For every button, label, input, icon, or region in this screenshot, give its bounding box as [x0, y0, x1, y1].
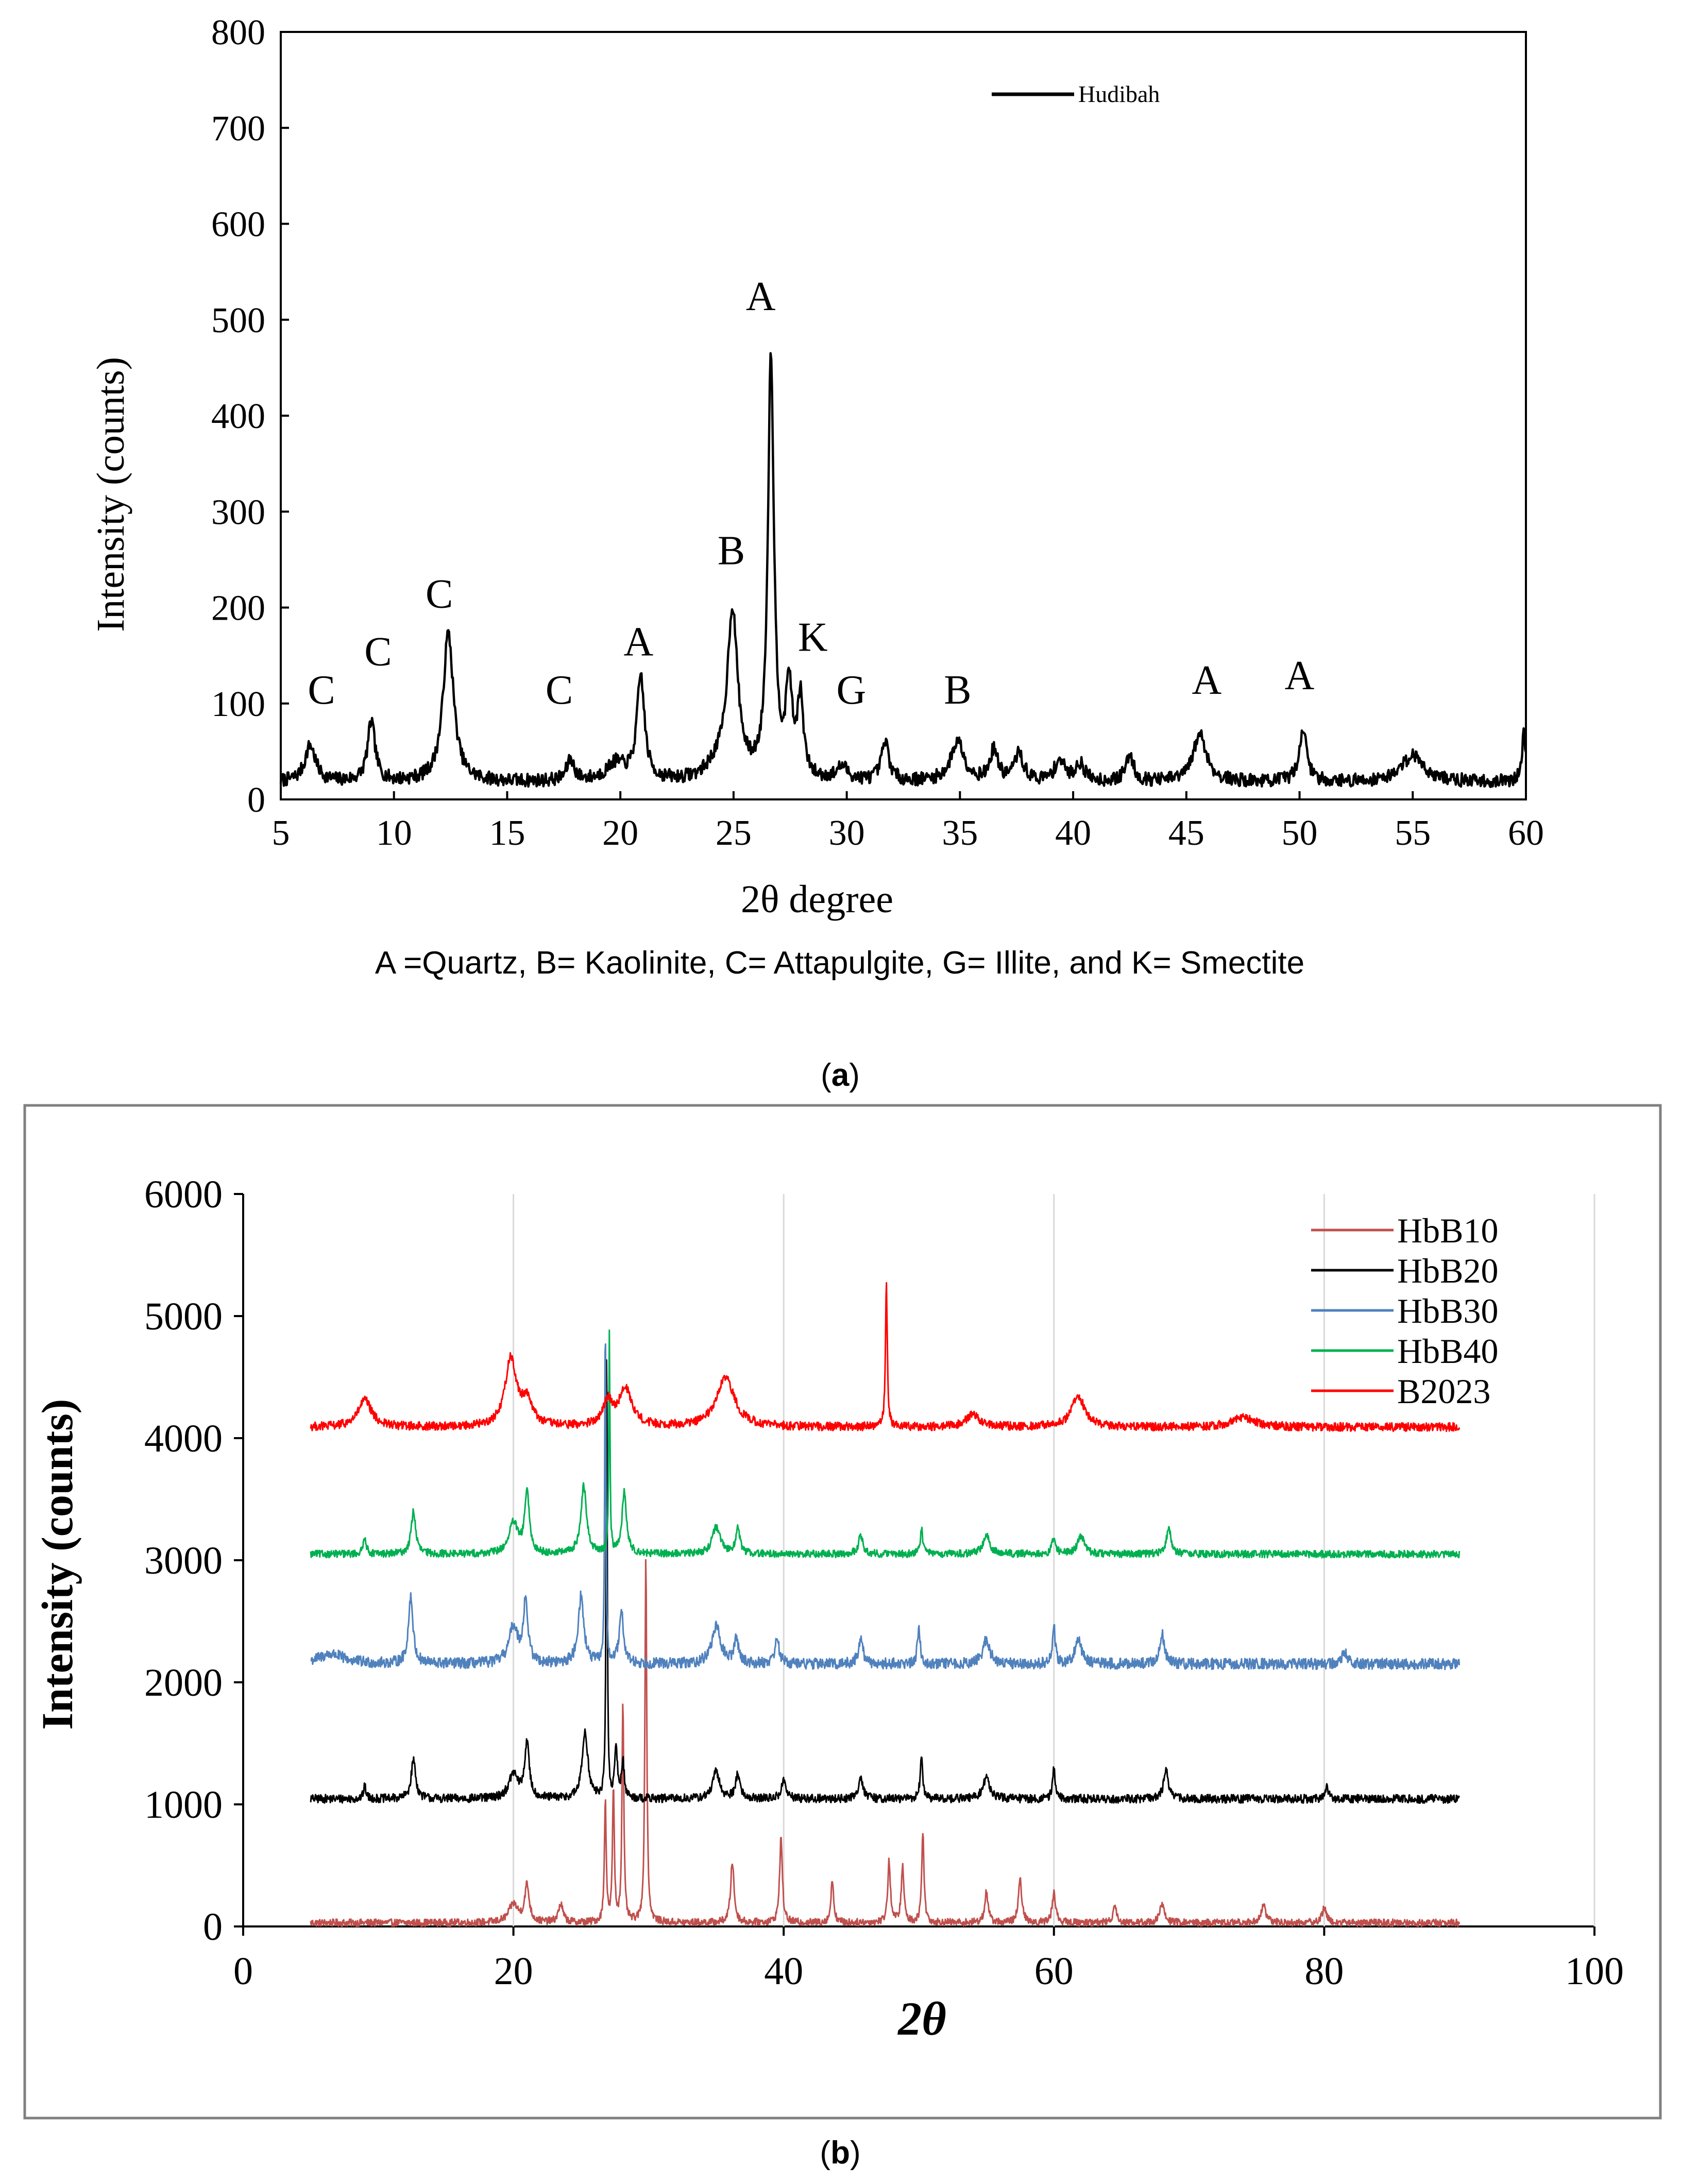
panel-a-ytick-label: 700	[211, 109, 265, 148]
panel-b-xtick-label: 60	[1034, 1950, 1074, 1993]
peak-annotation: C	[546, 668, 573, 713]
panel-a-xtick-label: 5	[272, 813, 290, 853]
peak-annotation: C	[426, 572, 453, 617]
panel-b-ytick-label: 0	[203, 1905, 223, 1949]
panel-b-ytick-label: 3000	[144, 1539, 223, 1582]
legend-label-hbb10: HbB10	[1397, 1211, 1498, 1250]
series-line-b2023	[310, 1282, 1461, 1432]
panel-a-xtick-label: 55	[1395, 813, 1431, 853]
panel-a-ytick-label: 400	[211, 397, 265, 436]
legend-label-hbb20: HbB20	[1397, 1251, 1498, 1290]
series-line-hbb30	[310, 1343, 1461, 1670]
legend-label-b2023: B2023	[1397, 1372, 1490, 1411]
panel-a-axes	[280, 31, 1527, 800]
peak-annotation: C	[364, 629, 392, 674]
panel-a-ticks: 5 10 15 20 25 30 35 40 45 50 55 6001002003004005006…	[211, 13, 1544, 853]
panel-b-xlabel: 2θ	[897, 1992, 946, 2045]
peak-annotation: A	[1285, 653, 1315, 698]
panel-b-axes	[242, 1194, 1595, 1927]
panel-b-ytick-label: 6000	[144, 1173, 223, 1216]
peak-annotation: B	[718, 528, 745, 574]
panel-b-frame	[23, 1104, 1662, 2120]
panel-b-xtick-label: 80	[1304, 1950, 1344, 1993]
peak-annotation: A	[746, 274, 776, 319]
panel-a-xlabel: 2θ degree	[741, 878, 893, 921]
panel-a-ytick-label: 500	[211, 301, 265, 340]
panel-b-label: (b)	[820, 2135, 860, 2171]
panel-b-ytick-label: 5000	[144, 1295, 223, 1338]
series-line-hbb20	[310, 1359, 1461, 1804]
panel-a-label: (a)	[821, 1057, 860, 1093]
series-line-hbb40	[310, 1329, 1461, 1559]
series-line-hbb10	[310, 1559, 1461, 1927]
panel-a-xtick-label: 25	[716, 813, 752, 853]
panel-a-xtick-label: 35	[942, 813, 978, 853]
panel-a: 5 10 15 20 25 30 35 40 45 50 55 6001002003004005006…	[89, 13, 1544, 1093]
panel-a-plot-frame	[280, 31, 1527, 800]
panel-a-xtick-label: 15	[489, 813, 525, 853]
panel-a-xtick-label: 40	[1055, 813, 1091, 853]
series-line-hudibah	[279, 352, 1527, 789]
peak-annotation: C	[308, 668, 335, 713]
panel-a-ytick-label: 200	[211, 589, 265, 628]
panel-a-ytick-label: 800	[211, 13, 265, 53]
panel-a-legend: Hudibah	[992, 81, 1160, 107]
panel-a-xtick-label: 45	[1168, 813, 1204, 853]
panel-a-xtick-label: 10	[376, 813, 412, 853]
peak-annotation: B	[944, 668, 971, 713]
panel-a-series	[279, 352, 1527, 789]
panel-a-xtick-label: 20	[602, 813, 638, 853]
panel-b-xtick-label: 0	[233, 1950, 253, 1993]
panel-a-caption-note: A =Quartz, B= Kaolinite, C= Attapulgite,…	[375, 945, 1304, 981]
panel-a-xtick-label: 50	[1282, 813, 1318, 853]
panel-a-ytick-label: 300	[211, 492, 265, 532]
peak-annotation: G	[837, 668, 867, 713]
peak-annotation: A	[1192, 658, 1221, 703]
legend-label-hbb40: HbB40	[1397, 1332, 1498, 1371]
panel-b-xtick-label: 100	[1565, 1950, 1624, 1993]
panel-b-series	[310, 1282, 1461, 1927]
legend-label-hbb30: HbB30	[1397, 1291, 1498, 1330]
panel-b-ytick-label: 2000	[144, 1661, 223, 1704]
panel-b-xtick-label: 40	[764, 1950, 803, 1993]
panel-b-ytick-label: 4000	[144, 1417, 223, 1460]
panel-a-xtick-label: 30	[829, 813, 865, 853]
panel-a-ytick-label: 0	[247, 780, 265, 820]
panel-b-ytick-label: 1000	[144, 1783, 223, 1827]
panel-a-ytick-label: 600	[211, 205, 265, 245]
panel-a-ytick-label: 100	[211, 685, 265, 724]
panel-a-xtick-label: 60	[1508, 813, 1544, 853]
peak-annotation: K	[798, 615, 828, 660]
legend-label-hudibah: Hudibah	[1078, 81, 1160, 107]
panel-b-ylabel: Intensity (counts)	[32, 1399, 82, 1730]
peak-annotation: A	[623, 620, 653, 665]
panel-a-label-letter: a	[831, 1057, 850, 1093]
panel-b-xtick-label: 20	[494, 1950, 533, 1993]
panel-a-ylabel: Intensity (counts)	[89, 357, 132, 632]
panel-b-label-letter: b	[830, 2135, 850, 2171]
